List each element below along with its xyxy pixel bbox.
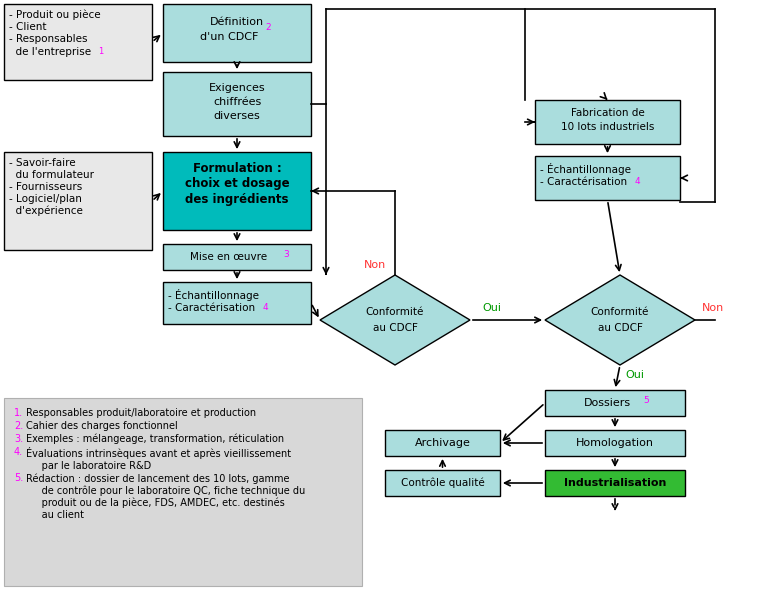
Text: au CDCF: au CDCF <box>373 323 417 333</box>
Text: Cahier des charges fonctionnel: Cahier des charges fonctionnel <box>26 421 178 431</box>
FancyBboxPatch shape <box>385 470 500 496</box>
Text: choix et dosage: choix et dosage <box>185 178 290 191</box>
Text: 4: 4 <box>263 303 269 312</box>
Text: des ingrédients: des ingrédients <box>186 193 289 206</box>
FancyBboxPatch shape <box>4 152 152 250</box>
FancyBboxPatch shape <box>545 470 685 496</box>
FancyBboxPatch shape <box>163 4 311 62</box>
Text: Exigences: Exigences <box>209 83 266 93</box>
Text: Exemples : mélangeage, transformation, réticulation: Exemples : mélangeage, transformation, r… <box>26 434 284 445</box>
Text: Conformité: Conformité <box>591 307 649 317</box>
Text: Évaluations intrinsèques avant et après vieillissement
     par le laboratoire R: Évaluations intrinsèques avant et après … <box>26 447 291 470</box>
Text: Archivage: Archivage <box>414 438 470 448</box>
FancyBboxPatch shape <box>535 156 680 200</box>
Text: - Caractérisation: - Caractérisation <box>168 303 255 313</box>
Text: du formulateur: du formulateur <box>9 170 94 180</box>
Text: 2.: 2. <box>14 421 23 431</box>
Text: d'un CDCF: d'un CDCF <box>199 32 258 42</box>
Polygon shape <box>545 275 695 365</box>
FancyBboxPatch shape <box>4 398 362 586</box>
Text: 1.: 1. <box>14 408 23 418</box>
Text: - Fournisseurs: - Fournisseurs <box>9 182 82 192</box>
Text: - Échantillonnage: - Échantillonnage <box>540 163 631 175</box>
Text: de l'entreprise: de l'entreprise <box>9 47 91 57</box>
Text: Industrialisation: Industrialisation <box>564 478 666 488</box>
Text: Oui: Oui <box>483 303 501 313</box>
FancyBboxPatch shape <box>163 152 311 230</box>
FancyBboxPatch shape <box>535 100 680 144</box>
Text: 1: 1 <box>98 47 103 56</box>
Text: 5: 5 <box>643 396 649 405</box>
Text: au CDCF: au CDCF <box>598 323 642 333</box>
Text: 3.: 3. <box>14 434 23 444</box>
Text: - Caractérisation: - Caractérisation <box>540 177 627 187</box>
Text: Responsables produit/laboratoire et production: Responsables produit/laboratoire et prod… <box>26 408 256 418</box>
Text: Homologation: Homologation <box>576 438 654 448</box>
FancyBboxPatch shape <box>4 4 152 80</box>
Text: - Responsables: - Responsables <box>9 34 88 44</box>
FancyBboxPatch shape <box>385 430 500 456</box>
Text: - Logiciel/plan: - Logiciel/plan <box>9 194 82 204</box>
Text: diverses: diverses <box>213 111 260 121</box>
Text: - Échantillonnage: - Échantillonnage <box>168 289 259 301</box>
FancyBboxPatch shape <box>545 430 685 456</box>
Text: Conformité: Conformité <box>366 307 424 317</box>
FancyBboxPatch shape <box>163 72 311 136</box>
Text: - Client: - Client <box>9 22 46 32</box>
Polygon shape <box>320 275 470 365</box>
Text: Formulation :: Formulation : <box>192 161 281 175</box>
FancyBboxPatch shape <box>163 244 311 270</box>
Text: Rédaction : dossier de lancement des 10 lots, gamme
     de contrôle pour le lab: Rédaction : dossier de lancement des 10 … <box>26 473 305 520</box>
Text: - Produit ou pièce: - Produit ou pièce <box>9 10 101 20</box>
Text: 4: 4 <box>635 177 641 186</box>
Text: chiffrées: chiffrées <box>213 97 261 107</box>
Text: - Savoir-faire: - Savoir-faire <box>9 158 75 168</box>
FancyBboxPatch shape <box>545 390 685 416</box>
Text: 3: 3 <box>283 250 289 259</box>
Text: Contrôle qualité: Contrôle qualité <box>400 478 484 488</box>
Text: Non: Non <box>364 260 386 270</box>
Text: Mise en œuvre: Mise en œuvre <box>190 252 267 262</box>
Text: Oui: Oui <box>625 370 644 380</box>
Text: 2: 2 <box>265 23 270 32</box>
Text: Dossiers: Dossiers <box>584 398 631 408</box>
Text: 4.: 4. <box>14 447 23 457</box>
Text: Définition: Définition <box>210 17 264 27</box>
FancyBboxPatch shape <box>163 282 311 324</box>
Text: Non: Non <box>702 303 724 313</box>
Text: 5.: 5. <box>14 473 23 483</box>
Text: d'expérience: d'expérience <box>9 206 83 217</box>
Text: 10 lots industriels: 10 lots industriels <box>561 122 654 132</box>
Text: Fabrication de: Fabrication de <box>571 108 644 118</box>
